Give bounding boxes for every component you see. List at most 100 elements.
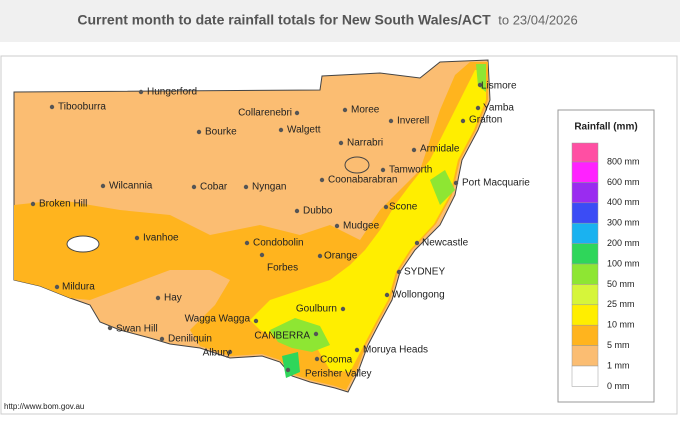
legend-label: 50 mm (607, 279, 635, 289)
place-label: CANBERRA (254, 331, 310, 342)
place-label: Dubbo (303, 206, 333, 217)
legend-swatch (571, 202, 599, 224)
place-label: Grafton (469, 115, 502, 126)
place-label: Forbes (267, 263, 298, 274)
legend-label: 300 mm (607, 218, 640, 228)
place-label: Albury (203, 348, 231, 359)
place-label: Orange (324, 251, 358, 262)
legend-label: 800 mm (607, 156, 640, 166)
place-dot (313, 331, 319, 337)
place-label: Collarenebri (238, 108, 292, 119)
place-label: Hungerford (147, 87, 197, 98)
place-label: Tibooburra (58, 102, 106, 113)
title: Current month to date rainfall totals fo… (77, 12, 491, 28)
place-dot (453, 180, 459, 186)
place-label: Moruya Heads (363, 345, 428, 356)
place-label: Walgett (287, 125, 321, 136)
place-label: Nyngan (252, 182, 286, 193)
place-dot (138, 89, 144, 95)
legend-label: 600 mm (607, 177, 640, 187)
legend-swatch (571, 142, 599, 163)
place-label: Perisher Valley (305, 369, 372, 380)
place-dot (30, 201, 36, 207)
legend-label: 10 mm (607, 320, 635, 330)
legend-label: 5 mm (607, 340, 630, 350)
place-label: Tamworth (389, 165, 432, 176)
place-label: Coonabarabran (328, 175, 398, 186)
place-label: Cobar (200, 182, 228, 193)
place-dot (294, 110, 300, 116)
legend-swatch (571, 304, 599, 326)
header-bar (0, 0, 680, 42)
place-dot (384, 292, 390, 298)
place-dot (334, 223, 340, 229)
place-dot (354, 347, 360, 353)
place-label: Ivanhoe (143, 233, 179, 244)
place-dot (285, 367, 291, 373)
place-label: Broken Hill (39, 199, 87, 210)
place-dot (383, 204, 389, 210)
legend-swatch (571, 161, 599, 183)
place-dot (475, 105, 481, 111)
place-dot (244, 240, 250, 246)
place-label: Port Macquarie (462, 178, 530, 189)
place-dot (191, 184, 197, 190)
place-label: Scone (389, 202, 418, 213)
place-label: Hay (164, 293, 182, 304)
place-label: Bourke (205, 127, 237, 138)
legend-label: 1 mm (607, 360, 630, 370)
place-dot (414, 240, 420, 246)
place-dot (319, 177, 325, 183)
place-dot (411, 147, 417, 153)
place-label: Swan Hill (116, 324, 158, 335)
legend-label: 0 mm (607, 381, 630, 391)
legend-label: 200 mm (607, 238, 640, 248)
place-dot (253, 318, 259, 324)
place-dot (340, 306, 346, 312)
place-label: Goulburn (296, 304, 337, 315)
legend-swatch (571, 365, 599, 387)
place-dot (460, 118, 466, 124)
place-dot (388, 118, 394, 124)
place-label: Lismore (481, 81, 517, 92)
place-dot (49, 104, 55, 110)
place-dot (342, 107, 348, 113)
legend-label: 100 mm (607, 258, 640, 268)
place-dot (100, 183, 106, 189)
place-label: Cooma (320, 355, 353, 366)
legend-swatch (571, 263, 599, 285)
place-dot (134, 235, 140, 241)
legend-swatch (571, 243, 599, 265)
place-label: Yamba (483, 103, 514, 114)
place-dot (314, 356, 320, 362)
place-dot (396, 269, 402, 275)
place-label: Newcastle (422, 238, 469, 249)
place-dot (338, 140, 344, 146)
place-label: Wagga Wagga (185, 314, 251, 325)
place-dot (380, 167, 386, 173)
legend-swatch (571, 222, 599, 244)
place-dot (243, 184, 249, 190)
legend-swatch (571, 182, 599, 204)
nsw-map (13, 59, 491, 393)
place-label: Mudgee (343, 221, 380, 232)
place-dot (317, 253, 323, 259)
place-dot (294, 208, 300, 214)
place-dot (54, 284, 60, 290)
place-label: Narrabri (347, 138, 383, 149)
place-dot (159, 336, 165, 342)
place-dot (155, 295, 161, 301)
place-dot (227, 349, 233, 355)
place-label: Mildura (62, 282, 95, 293)
legend-label: 400 mm (607, 197, 640, 207)
place-label: Armidale (420, 144, 460, 155)
place-label: Condobolin (253, 238, 304, 249)
place-label: Wollongong (392, 290, 445, 301)
place-dot (107, 325, 113, 331)
place-dot (278, 127, 284, 133)
place-dot (196, 129, 202, 135)
date: to 23/04/2026 (498, 12, 578, 27)
place-label: SYDNEY (404, 267, 445, 278)
